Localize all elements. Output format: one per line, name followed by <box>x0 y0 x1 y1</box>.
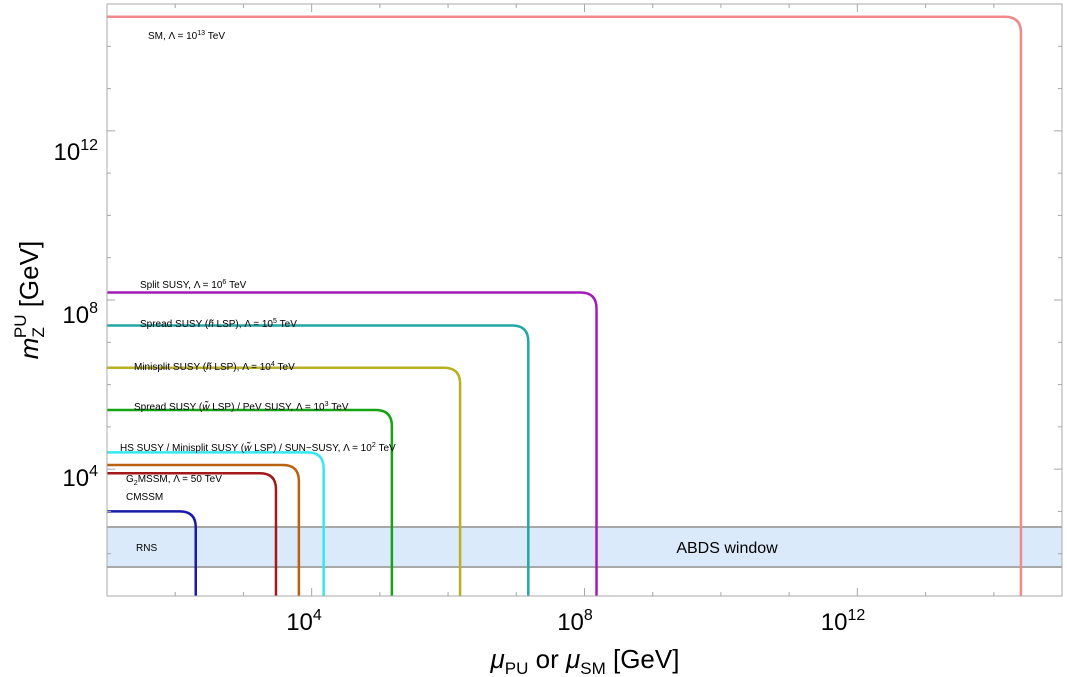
curve-label-minisplit-susy-h: Minisplit SUSY (h̃ LSP), Λ = 104 TeV <box>134 361 295 373</box>
curve-label-cmssm: CMSSM <box>126 492 163 503</box>
series-curve-3 <box>107 451 325 596</box>
series-curve-6 <box>107 324 530 596</box>
axis-ticks <box>106 3 1063 597</box>
series-curve-1 <box>107 471 278 596</box>
series-curve-8 <box>107 15 1023 596</box>
x-axis-title: μPU or μSM [GeV] <box>490 644 680 677</box>
y-axis-title: mZPU [GeV] <box>11 241 48 359</box>
series-curve-2 <box>107 463 301 596</box>
abds-band-label: ABDS window <box>676 540 778 557</box>
curve-label-sm: SM, Λ = 1013 TeV <box>148 30 225 42</box>
curve-label-spread-susy-w: Spread SUSY (w̃ LSP) / PeV SUSY, Λ = 103… <box>134 400 349 413</box>
y-tick-label-1e12: 1012 <box>54 137 99 166</box>
curve-label-spread-susy-h: Spread SUSY (h̃ LSP), Λ = 105 TeV <box>140 318 297 330</box>
plot-frame <box>106 3 1063 597</box>
curve-label-rns: RNS <box>136 543 157 554</box>
y-tick-label-1e4: 104 <box>62 463 98 492</box>
y-tick-label-1e8: 108 <box>62 300 98 329</box>
series-curve-0 <box>107 510 197 596</box>
abds-band <box>107 527 1062 567</box>
series-curve-5 <box>107 366 462 596</box>
curve-label-hs-susy: HS SUSY / Minisplit SUSY (w̃ LSP) / SUN−… <box>120 441 396 454</box>
series-curve-7 <box>107 291 598 596</box>
x-tick-label-1e12: 1012 <box>821 607 866 636</box>
curve-label-g2mssm: G2MSSM, Λ = 50 TeV <box>126 474 222 487</box>
series-curves <box>107 15 1023 596</box>
x-tick-label-1e4: 104 <box>286 607 322 636</box>
x-tick-label-1e8: 108 <box>557 607 593 636</box>
curve-label-split-susy: Split SUSY, Λ = 106 TeV <box>140 279 247 291</box>
series-curve-4 <box>107 408 394 596</box>
